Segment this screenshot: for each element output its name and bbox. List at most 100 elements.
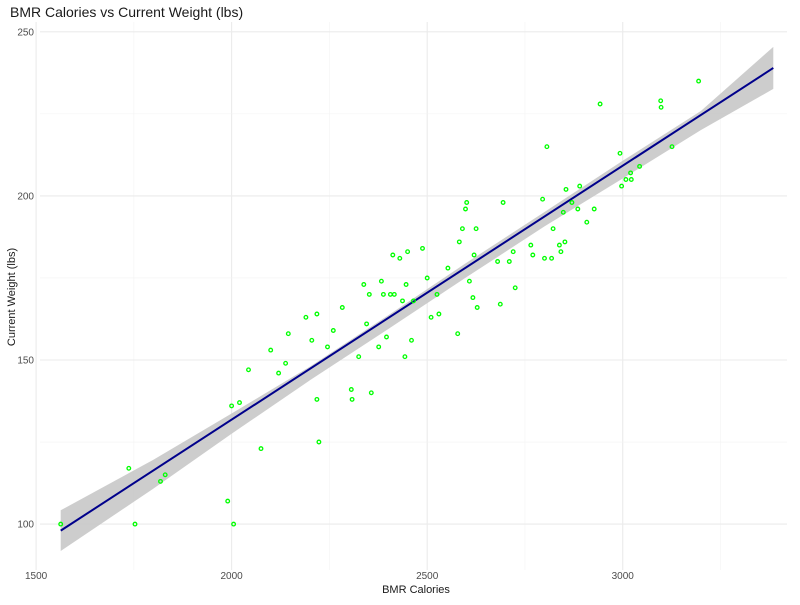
data-point xyxy=(162,472,168,478)
data-point xyxy=(330,328,336,333)
data-point xyxy=(424,275,430,281)
data-point xyxy=(696,78,702,84)
data-point xyxy=(463,206,468,212)
data-point xyxy=(563,186,569,192)
data-point xyxy=(314,396,320,402)
data-point xyxy=(231,521,237,527)
data-point xyxy=(400,298,405,304)
data-point xyxy=(669,144,675,150)
x-tick-label: 2500 xyxy=(416,571,439,582)
data-point xyxy=(550,226,556,232)
data-point xyxy=(276,370,282,376)
data-point xyxy=(455,331,461,337)
fit-line xyxy=(60,67,774,532)
data-point xyxy=(268,347,274,353)
chart-title: BMR Calories vs Current Weight (lbs) xyxy=(10,4,243,20)
data-point xyxy=(285,331,291,337)
data-point xyxy=(556,242,562,248)
data-point xyxy=(628,177,634,182)
data-point xyxy=(361,282,367,287)
data-point xyxy=(473,226,479,232)
data-point xyxy=(500,200,506,205)
data-point xyxy=(420,245,425,251)
data-point xyxy=(229,403,235,409)
data-point xyxy=(506,259,512,264)
data-point xyxy=(575,206,581,212)
data-point xyxy=(569,200,575,205)
data-point xyxy=(542,255,547,261)
points-layer xyxy=(58,78,702,527)
data-point xyxy=(380,291,386,297)
x-tick-label: 1500 xyxy=(25,571,48,582)
data-point xyxy=(540,196,546,202)
data-point xyxy=(428,314,434,320)
data-point xyxy=(471,252,477,258)
data-point xyxy=(237,400,242,406)
data-point xyxy=(628,170,634,176)
data-point xyxy=(384,334,389,340)
data-point xyxy=(510,249,516,255)
data-point xyxy=(577,183,583,189)
data-point xyxy=(544,144,550,150)
data-point xyxy=(309,337,315,343)
data-point xyxy=(464,200,470,205)
data-point xyxy=(466,278,472,284)
data-point xyxy=(459,226,465,232)
data-point xyxy=(303,314,309,320)
data-point xyxy=(368,390,374,396)
data-point xyxy=(409,337,414,343)
data-point xyxy=(658,98,664,104)
data-point xyxy=(339,305,345,310)
data-point xyxy=(397,255,403,261)
data-point xyxy=(258,446,264,452)
data-point xyxy=(619,183,625,189)
data-point xyxy=(495,259,501,264)
data-point xyxy=(405,249,411,255)
data-point xyxy=(225,498,231,504)
data-point xyxy=(591,206,597,212)
data-point xyxy=(558,249,564,255)
data-point xyxy=(530,252,536,258)
data-point xyxy=(348,387,354,392)
data-point xyxy=(376,344,382,350)
x-tick-label: 2000 xyxy=(221,571,244,582)
data-point xyxy=(456,239,462,245)
data-point xyxy=(562,239,568,245)
data-point xyxy=(316,439,322,445)
tick-labels: 1500 2000 2500 3000 100 150 200 250 xyxy=(17,27,634,582)
data-point xyxy=(512,285,518,291)
data-point xyxy=(623,177,629,182)
data-point xyxy=(356,354,362,360)
y-tick-label: 100 xyxy=(17,520,34,531)
data-point xyxy=(411,298,416,304)
y-tick-label: 150 xyxy=(17,355,34,366)
data-point xyxy=(402,354,408,360)
data-point xyxy=(378,278,384,284)
data-point xyxy=(549,255,555,261)
data-point xyxy=(584,219,590,225)
data-point xyxy=(364,321,370,327)
data-point xyxy=(325,344,330,350)
data-point xyxy=(349,396,355,402)
data-point xyxy=(126,465,132,471)
data-point xyxy=(58,521,64,527)
data-point xyxy=(390,252,396,258)
y-tick-label: 200 xyxy=(17,191,34,202)
data-point xyxy=(436,311,442,317)
data-point xyxy=(391,291,397,297)
data-point xyxy=(470,295,476,301)
data-point xyxy=(617,150,623,156)
data-point xyxy=(597,101,603,107)
data-point xyxy=(434,291,440,297)
data-point xyxy=(497,301,503,307)
data-point xyxy=(132,521,138,527)
data-point xyxy=(403,282,409,287)
data-point xyxy=(158,478,163,484)
data-point xyxy=(283,360,289,366)
data-point xyxy=(658,104,664,110)
data-point xyxy=(474,305,480,310)
data-point xyxy=(445,265,451,271)
data-point xyxy=(246,367,251,373)
